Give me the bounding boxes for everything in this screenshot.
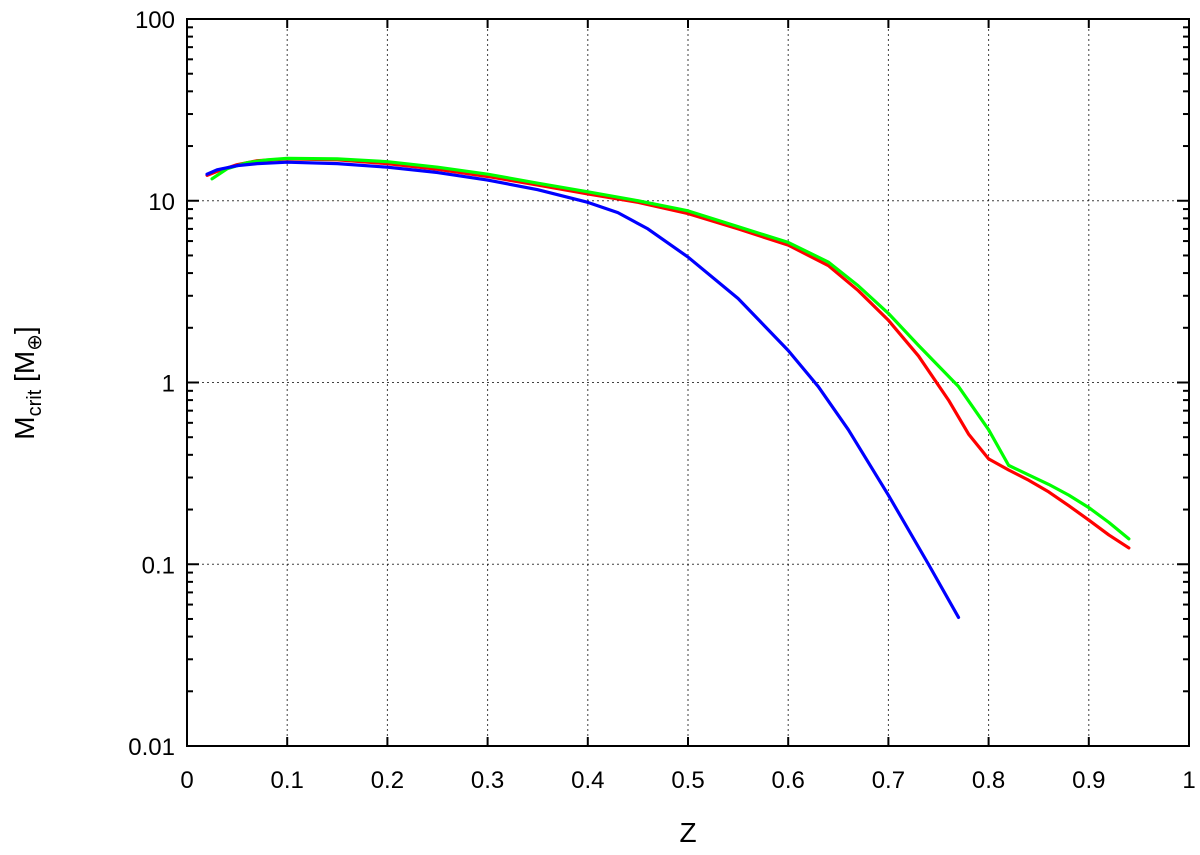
x-tick-label: 0.4 — [571, 767, 604, 794]
y-tick-labels: 0.01 0.1 1 10 100 — [128, 7, 175, 761]
x-tick-label: 1 — [1182, 767, 1195, 794]
y-tick-label: 10 — [148, 189, 175, 216]
x-tick-labels: 0 0.1 0.2 0.3 0.4 0.5 0.6 0.7 0.8 0.9 1 — [180, 767, 1195, 794]
y-axis-label-unit-open: [M — [9, 351, 40, 390]
y-tick-label: 0.1 — [142, 552, 175, 579]
y-tick-label: 100 — [135, 7, 175, 34]
x-tick-label: 0.1 — [271, 767, 304, 794]
series-line-3 — [205, 160, 961, 619]
y-tick-label: 0.01 — [128, 734, 175, 761]
x-axis-label: Z — [679, 817, 696, 848]
y-tick-label: 1 — [162, 371, 175, 398]
x-tick-label: 0 — [180, 767, 193, 794]
x-tick-label: 0.5 — [671, 767, 704, 794]
x-tick-label: 0.3 — [471, 767, 504, 794]
x-tick-label: 0.6 — [772, 767, 805, 794]
x-tick-label: 0.7 — [872, 767, 905, 794]
y-axis-label-unit-close: ] — [9, 326, 40, 334]
x-tick-label: 0.2 — [371, 767, 404, 794]
y-axis-label-sub: crit — [24, 389, 46, 416]
series-layer — [205, 156, 1131, 619]
x-tick-label: 0.9 — [1072, 767, 1105, 794]
y-axis-label: Mcrit [M⊕] — [9, 326, 46, 439]
y-axis-label-main: M — [9, 416, 40, 439]
x-tick-label: 0.8 — [972, 767, 1005, 794]
series-line-1 — [205, 157, 1131, 550]
grid-layer — [187, 19, 1189, 746]
y-axis-label-unit-sub: ⊕ — [24, 334, 46, 351]
tick-layer — [186, 18, 1190, 747]
series-line-2 — [210, 156, 1131, 541]
